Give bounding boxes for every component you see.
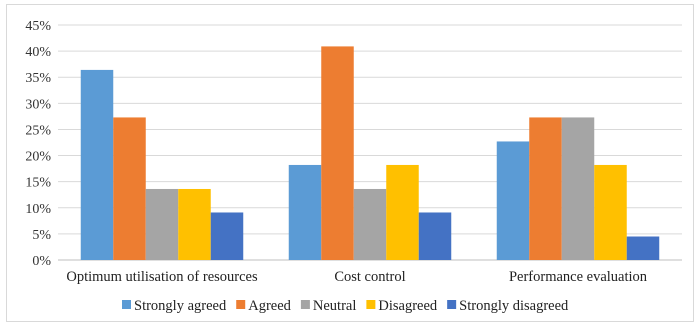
legend-swatch xyxy=(366,300,376,309)
y-tick-label: 40% xyxy=(25,45,51,60)
legend-item: Disagreed xyxy=(366,298,438,314)
y-tick-label: 15% xyxy=(25,176,51,191)
bar-strongly-agreed xyxy=(288,164,322,260)
y-tick-label: 5% xyxy=(32,228,51,243)
legend-item: Strongly agreed xyxy=(122,298,227,314)
legend-label: Strongly agreed xyxy=(134,298,227,314)
y-tick-label: 45% xyxy=(25,19,51,34)
legend-item: Agreed xyxy=(236,298,292,314)
legend-label: Disagreed xyxy=(378,298,438,314)
bar-neutral xyxy=(145,188,179,260)
legend-swatch xyxy=(122,300,131,309)
y-tick-label: 25% xyxy=(25,123,51,138)
bars xyxy=(80,46,660,261)
legend-item: Neutral xyxy=(300,298,356,314)
legend-swatch xyxy=(447,300,457,309)
y-tick-label: 35% xyxy=(25,71,51,86)
x-category-label: Cost control xyxy=(334,269,405,285)
legend-label: Strongly disagreed xyxy=(459,298,569,314)
legend: Strongly agreed Agreed Neutral Disagreed Str… xyxy=(122,298,569,314)
bar-strongly-agreed xyxy=(496,141,530,260)
legend-swatch xyxy=(300,300,310,309)
bar-disagreed xyxy=(594,164,627,260)
bar-disagreed xyxy=(386,164,419,260)
y-tick-label: 30% xyxy=(25,97,51,112)
bar-agreed xyxy=(321,46,354,261)
legend-label: Neutral xyxy=(313,298,356,314)
bar-neutral xyxy=(561,117,595,260)
y-tick-label: 10% xyxy=(25,202,51,217)
legend-item: Strongly disagreed xyxy=(447,298,569,314)
x-category-label: Optimum utilisation of resources xyxy=(66,269,258,285)
bar-agreed xyxy=(529,117,562,260)
bar-neutral xyxy=(353,188,387,260)
y-tick-label: 20% xyxy=(25,150,51,165)
bar-strongly-disagreed xyxy=(418,212,452,260)
bar-strongly-agreed xyxy=(80,69,114,261)
legend-label: Agreed xyxy=(248,298,291,314)
bar-strongly-disagreed xyxy=(626,236,660,260)
x-category-label: Performance evaluation xyxy=(509,269,648,285)
bar-disagreed xyxy=(178,188,211,260)
bar-strongly-disagreed xyxy=(210,212,244,260)
x-axis: Optimum utilisation of resources Cost con… xyxy=(66,269,647,285)
bar-agreed xyxy=(113,117,146,260)
y-axis: 0% 5% 10% 15% 20% 25% 30% 35% 40% 45% xyxy=(25,19,51,269)
y-tick-label: 0% xyxy=(32,254,51,269)
legend-swatch xyxy=(236,300,246,309)
